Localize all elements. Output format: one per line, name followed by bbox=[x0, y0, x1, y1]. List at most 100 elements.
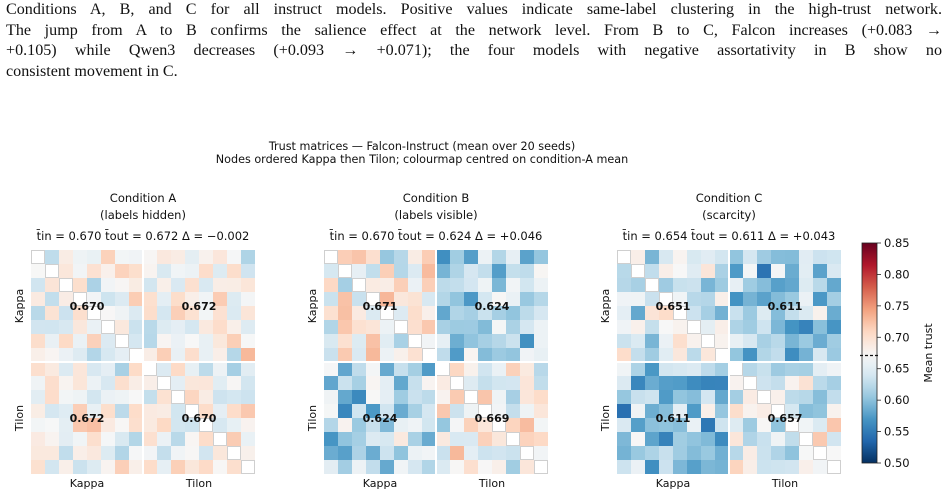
heatmap-cell bbox=[338, 250, 352, 264]
heatmap-cell bbox=[757, 278, 771, 292]
heatmap-cell bbox=[171, 292, 185, 306]
heatmap-cell bbox=[659, 446, 673, 460]
heatmap-cell bbox=[241, 418, 255, 432]
heatmap-cell bbox=[436, 292, 450, 306]
heatmap-cell bbox=[338, 460, 352, 474]
heatmap-cell bbox=[157, 250, 171, 264]
heatmap-cell bbox=[185, 460, 199, 474]
heatmap-cell bbox=[408, 264, 422, 278]
heatmap-cell bbox=[743, 404, 757, 418]
heatmap-cell bbox=[324, 250, 338, 264]
heatmap-cell bbox=[143, 334, 157, 348]
heatmap-cell bbox=[450, 292, 464, 306]
heatmap-cell bbox=[59, 250, 73, 264]
heatmap-cell bbox=[157, 264, 171, 278]
heatmap-cell bbox=[45, 264, 59, 278]
heatmap-cell bbox=[436, 250, 450, 264]
heatmap-cell bbox=[520, 432, 534, 446]
heatmap-cell bbox=[31, 418, 45, 432]
heatmap-cell bbox=[73, 334, 87, 348]
heatmap-cell bbox=[241, 348, 255, 362]
heatmap-cell bbox=[771, 250, 785, 264]
heatmap-cell bbox=[631, 250, 645, 264]
heatmap-cell bbox=[73, 376, 87, 390]
heatmap-cell bbox=[645, 460, 659, 474]
heatmap-cell bbox=[687, 278, 701, 292]
heatmap-cell bbox=[87, 404, 101, 418]
y-axis-label: Tilon bbox=[599, 405, 612, 432]
heatmap-cell bbox=[366, 320, 380, 334]
heatmap-cell bbox=[59, 390, 73, 404]
heatmap-cell bbox=[436, 376, 450, 390]
heatmap-cell bbox=[59, 418, 73, 432]
heatmap-cell bbox=[799, 292, 813, 306]
heatmap-cell bbox=[645, 376, 659, 390]
heatmap-cell bbox=[129, 376, 143, 390]
heatmap-cell bbox=[771, 348, 785, 362]
heatmap-cell bbox=[520, 320, 534, 334]
heatmap-cell bbox=[199, 390, 213, 404]
heatmap-cell bbox=[520, 376, 534, 390]
heatmap-cell bbox=[645, 278, 659, 292]
heatmap-cell bbox=[394, 278, 408, 292]
heatmap-cell bbox=[422, 320, 436, 334]
heatmap-cell bbox=[617, 306, 631, 320]
x-axis-label: Tilon bbox=[478, 477, 505, 490]
heatmap-cell bbox=[799, 320, 813, 334]
heatmap-cell bbox=[520, 348, 534, 362]
heatmap-cell bbox=[143, 460, 157, 474]
heatmap-cell bbox=[799, 348, 813, 362]
heatmap-cell bbox=[799, 264, 813, 278]
block-mean-label: 0.671 bbox=[363, 300, 398, 313]
heatmap-cell bbox=[324, 320, 338, 334]
heatmap-cell bbox=[227, 250, 241, 264]
heatmap-cell bbox=[380, 278, 394, 292]
heatmap-cell bbox=[101, 460, 115, 474]
heatmap-cell bbox=[143, 362, 157, 376]
heatmap-cell bbox=[324, 460, 338, 474]
heatmap-cell bbox=[115, 418, 129, 432]
heatmap-cell bbox=[59, 404, 73, 418]
heatmap-cell bbox=[687, 292, 701, 306]
heatmap-cell bbox=[129, 362, 143, 376]
heatmap-cell bbox=[813, 306, 827, 320]
heatmap-cell bbox=[185, 278, 199, 292]
heatmap-cell bbox=[827, 390, 841, 404]
heatmap-cell bbox=[450, 264, 464, 278]
heatmap-cell bbox=[436, 460, 450, 474]
heatmap-cell bbox=[352, 376, 366, 390]
heatmap-cell bbox=[422, 278, 436, 292]
heatmap-cell bbox=[31, 264, 45, 278]
heatmap-cell bbox=[171, 320, 185, 334]
heatmap-cell bbox=[464, 418, 478, 432]
heatmap-cell bbox=[478, 460, 492, 474]
heatmap-cell bbox=[157, 446, 171, 460]
heatmap-cell bbox=[101, 264, 115, 278]
heatmap-cell bbox=[506, 306, 520, 320]
heatmap-cell bbox=[143, 376, 157, 390]
heatmap-cell bbox=[478, 390, 492, 404]
heatmap-cell bbox=[715, 390, 729, 404]
heatmap-cell bbox=[143, 348, 157, 362]
heatmap-cell bbox=[715, 334, 729, 348]
heatmap-cell bbox=[534, 418, 548, 432]
heatmap-cell bbox=[827, 278, 841, 292]
heatmap-cell bbox=[492, 334, 506, 348]
heatmap-cell bbox=[729, 264, 743, 278]
heatmap-cell bbox=[645, 418, 659, 432]
heatmap-cell bbox=[464, 292, 478, 306]
heatmap-cell bbox=[227, 376, 241, 390]
heatmap-cell bbox=[785, 390, 799, 404]
heatmap-cell bbox=[87, 446, 101, 460]
caption-line: Conditions A, B, and C for all instruct … bbox=[6, 1, 942, 18]
heatmap-cell bbox=[743, 390, 757, 404]
panel-subtitle: (scarcity) bbox=[702, 208, 756, 222]
heatmap-cell bbox=[506, 334, 520, 348]
heatmap-cell bbox=[87, 376, 101, 390]
heatmap-cell bbox=[506, 390, 520, 404]
heatmap-cell bbox=[59, 348, 73, 362]
heatmap-cell bbox=[185, 264, 199, 278]
heatmap-cell bbox=[241, 264, 255, 278]
heatmap-cell bbox=[59, 446, 73, 460]
heatmap-cell bbox=[743, 460, 757, 474]
